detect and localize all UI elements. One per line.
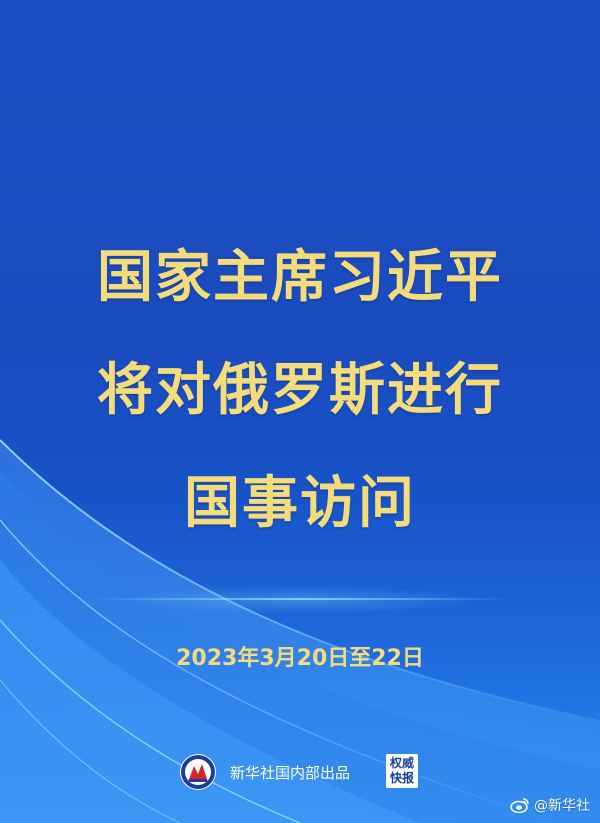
weibo-watermark: @新华社: [510, 795, 590, 815]
source-footer: 新华社国内部出品 权威 快报: [180, 752, 440, 792]
authority-stamp: 权威 快报: [386, 754, 418, 788]
headline-line-1: 国家主席习近平: [97, 245, 503, 310]
headline-line-3: 国事访问: [184, 471, 416, 536]
stamp-line-1: 权威: [389, 756, 414, 770]
watermark-text: @新华社: [534, 798, 590, 814]
weibo-icon: [510, 798, 529, 813]
divider: [90, 598, 510, 600]
source-label: 新华社国内部出品: [230, 764, 351, 782]
date-text: 2023年3月20日至22日: [176, 646, 424, 671]
xinhua-logo-icon: [180, 754, 216, 790]
headline-line-2: 将对俄罗斯进行: [97, 358, 503, 423]
stamp-line-2: 快报: [389, 771, 414, 785]
